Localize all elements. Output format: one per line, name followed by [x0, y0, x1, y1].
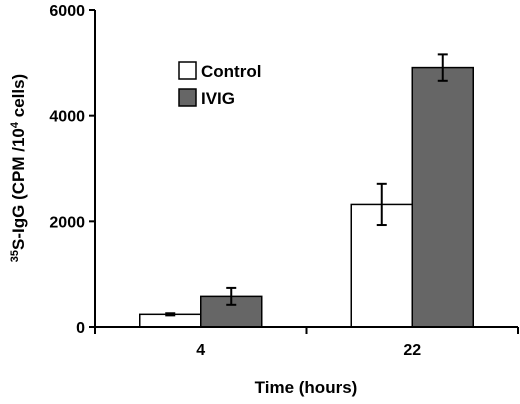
y-axis-title: 35S-IgG (CPM /104 cells): [9, 74, 28, 262]
x-tick-label: 22: [403, 342, 421, 359]
y-tick-label: 2000: [49, 214, 85, 231]
legend-label-control: Control: [201, 62, 261, 81]
legend-swatch-control: [178, 61, 197, 80]
y-ticks: 0 2000 4000 6000: [49, 3, 95, 337]
y-axis-title-suffix: cells): [9, 74, 28, 122]
x-tick-label: 4: [196, 342, 205, 359]
legend: Control IVIG: [178, 61, 261, 108]
y-axis-title-sup-prefix: 35: [9, 250, 21, 262]
y-tick-label: 4000: [49, 109, 85, 126]
legend-label-ivig: IVIG: [201, 89, 235, 108]
legend-swatch-ivig: [178, 88, 197, 107]
x-axis-title: Time (hours): [255, 378, 358, 397]
y-axis-title-main: S-IgG (CPM /10: [9, 128, 28, 250]
y-tick-label: 0: [76, 320, 85, 337]
y-axis-title-sup-mid: 4: [9, 121, 21, 128]
bar-ivig-22: [411, 66, 474, 328]
x-ticks: 4 22: [94, 327, 519, 359]
error-bars-layer: [165, 53, 448, 317]
y-tick-label: 6000: [49, 3, 85, 20]
